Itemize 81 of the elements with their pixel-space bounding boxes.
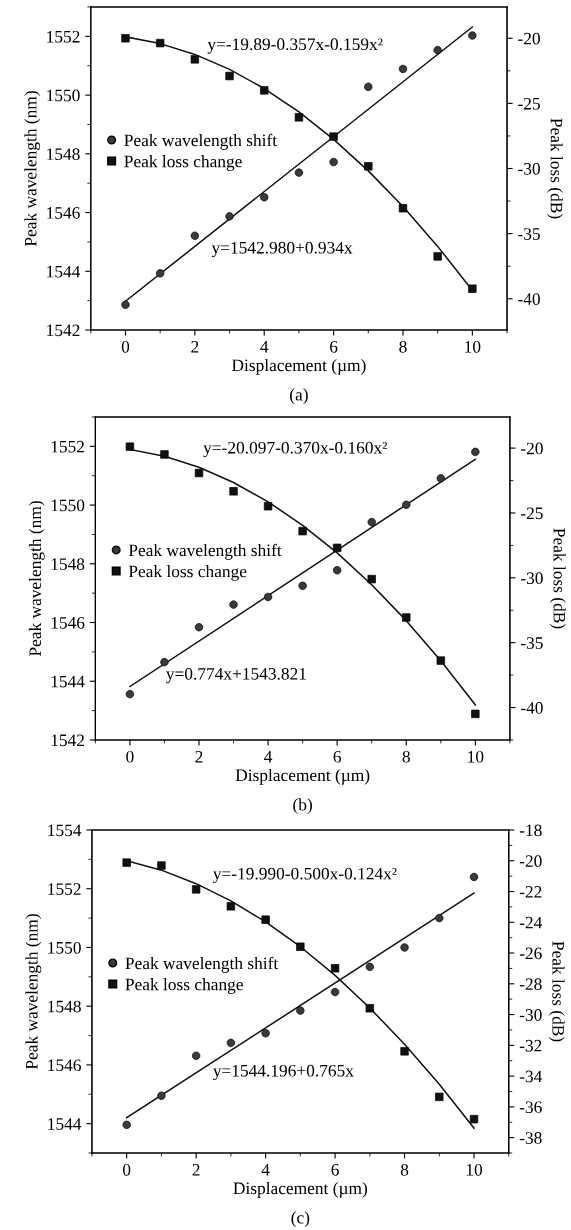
legend-label: Peak wavelength shift [128, 543, 282, 560]
y-tick-label: 1548 [48, 1000, 81, 1013]
y2-tick-label: -40 [520, 702, 543, 714]
y-tick-label: 1548 [51, 558, 85, 570]
y2-tick-label: -20 [518, 32, 540, 45]
x-tick-label: 2 [192, 1163, 200, 1176]
y2-axis-title: Peak loss (dB) [548, 941, 565, 1042]
x-tick-label: 8 [400, 1163, 409, 1176]
text: (b) [293, 798, 312, 815]
y-tick-label: 1552 [48, 883, 81, 895]
annotation: y=1544.196+0.765x [213, 1064, 354, 1081]
annotation: y=-19.89-0.357x-0.159x² [207, 38, 383, 54]
annotation: y=1542.980+0.934x [211, 241, 353, 258]
y2-tick-label: -20 [519, 855, 542, 867]
y2-tick-label: -20 [520, 442, 543, 455]
y2-tick-label: -30 [518, 162, 540, 175]
y2-tick-label: -35 [518, 228, 540, 240]
y-tick-label: 1550 [48, 941, 81, 954]
y-tick-label: 1548 [47, 148, 80, 161]
annotation: y=0.774x+1543.821 [166, 667, 306, 684]
x-tick-label: 6 [333, 750, 341, 763]
y2-tick-label: -30 [520, 572, 543, 585]
x-tick-label: 8 [399, 340, 407, 353]
y-tick-label: 1542 [51, 734, 84, 747]
x-tick-label: 0 [126, 750, 134, 763]
x-tick-label: 2 [195, 750, 203, 763]
x-tick-label: 4 [260, 341, 269, 353]
y-tick-label: 1546 [47, 207, 80, 219]
x-tick-label: 2 [191, 340, 199, 353]
x-axis-title: Displacement (µm) [235, 768, 370, 785]
y2-tick-label: -32 [519, 1039, 542, 1052]
x-tick-label: 0 [121, 340, 130, 353]
legend-label: Peak wavelength shift [124, 133, 277, 150]
x-tick-label: 0 [122, 1163, 131, 1176]
y-tick-label: 1544 [51, 675, 85, 688]
y-axis-title: Peak wavelength (nm) [24, 91, 41, 247]
legend-label: Peak loss change [124, 155, 242, 171]
y-tick-label: 1544 [47, 265, 81, 278]
x-tick-label: 10 [465, 340, 481, 353]
y-tick-label: 1550 [51, 499, 85, 512]
annotation: y=-19.990-0.500x-0.124x² [213, 867, 397, 884]
legend-label: Peak wavelength shift [125, 956, 279, 973]
x-axis-title: Displacement (µm) [231, 358, 366, 375]
y2-tick-label: -34 [519, 1070, 543, 1083]
legend-label: Peak loss change [125, 978, 243, 994]
y-tick-label: 1550 [47, 89, 80, 102]
y-tick-label: 1542 [47, 324, 80, 337]
y-tick-label: 1554 [48, 824, 82, 837]
y2-tick-label: -36 [519, 1101, 542, 1114]
text: (c) [291, 1211, 310, 1228]
y2-tick-label: -40 [518, 293, 540, 305]
y2-tick-label: -26 [519, 947, 542, 960]
x-tick-label: 10 [466, 1163, 483, 1176]
y2-axis-title: Peak loss (dB) [549, 528, 566, 629]
x-tick-label: 10 [468, 750, 484, 763]
x-tick-label: 8 [402, 750, 410, 763]
y2-tick-label: -25 [520, 507, 543, 520]
x-tick-label: 4 [261, 1164, 270, 1176]
y2-tick-label: -38 [519, 1132, 542, 1144]
y-tick-label: 1546 [51, 617, 85, 629]
y2-tick-label: -22 [519, 886, 542, 898]
y2-tick-label: -35 [520, 637, 543, 649]
y-tick-label: 1552 [51, 440, 84, 453]
x-tick-label: 4 [264, 751, 273, 763]
y-tick-label: 1546 [48, 1059, 81, 1072]
x-axis-title: Displacement (µm) [233, 1181, 368, 1198]
y2-tick-label: -28 [519, 978, 542, 991]
x-tick-label: 6 [331, 1163, 339, 1176]
y2-tick-label: -24 [519, 916, 543, 929]
y-tick-label: 1544 [48, 1118, 82, 1130]
text: (a) [290, 388, 308, 405]
y2-tick-label: -18 [519, 824, 542, 837]
y2-tick-label: -30 [519, 1009, 542, 1021]
legend-label: Peak loss change [128, 565, 247, 581]
y2-tick-label: -25 [518, 97, 540, 110]
y-axis-title: Peak wavelength (nm) [28, 501, 45, 657]
y-tick-label: 1552 [47, 30, 80, 43]
x-tick-label: 6 [330, 340, 338, 353]
y-axis-title: Peak wavelength (nm) [25, 914, 42, 1070]
annotation: y=-20.097-0.370x-0.160x² [203, 441, 387, 458]
y2-axis-title: Peak loss (dB) [547, 118, 563, 219]
